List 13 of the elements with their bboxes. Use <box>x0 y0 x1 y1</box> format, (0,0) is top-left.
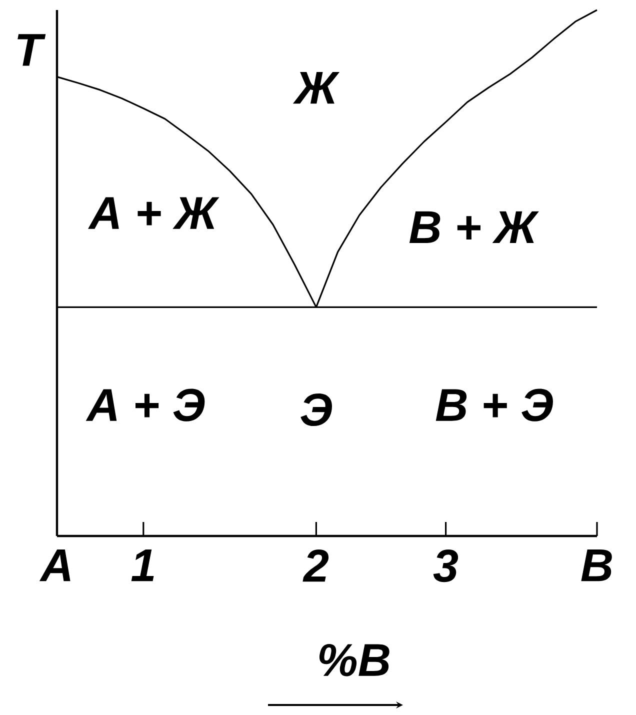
y-axis-title: T <box>18 34 46 66</box>
x-tick-label: 3 <box>433 550 458 582</box>
x-tick-label: 2 <box>302 550 329 582</box>
annotation: В + Ж <box>409 211 539 244</box>
annotation: А + Ж <box>88 197 220 229</box>
annotation: А + Э <box>86 388 205 422</box>
x-tick-label: 1 <box>131 550 154 582</box>
x-axis-title: %В <box>319 644 390 676</box>
annotation: Ж <box>292 72 340 104</box>
x-tick-label: В <box>581 550 612 582</box>
annotation: В + Э <box>436 388 553 422</box>
x-tick-label: А <box>39 550 70 582</box>
annotation: Э <box>300 393 332 426</box>
